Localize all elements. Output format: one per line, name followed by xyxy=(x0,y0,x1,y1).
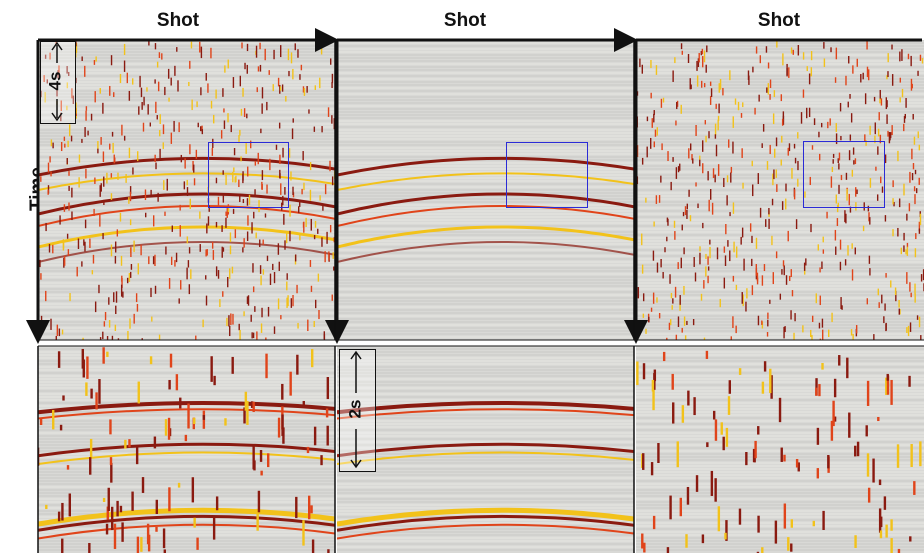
scale-bar-4s xyxy=(40,41,76,124)
panel-top-denoised xyxy=(337,40,634,340)
zoom-box-2 xyxy=(506,142,588,208)
panel-bottom-noise-zoom xyxy=(636,346,924,553)
column-title-2: Shot xyxy=(443,10,487,31)
panel-top-original xyxy=(38,40,335,340)
panel-top-noise xyxy=(636,40,924,340)
panel-bottom-denoised-zoom xyxy=(337,346,634,553)
zoom-box-1 xyxy=(208,142,289,208)
zoom-box-3 xyxy=(803,141,885,208)
scale-arrows-2s xyxy=(350,350,362,469)
panel-bottom-original-zoom xyxy=(38,346,335,553)
scale-arrows-4s xyxy=(51,41,63,122)
scale-bar-2s xyxy=(339,349,376,472)
scale-label-4s: 4s xyxy=(45,71,65,91)
column-title-3: Shot xyxy=(757,10,801,31)
column-title-1: Shot xyxy=(156,10,200,31)
scale-label-2s: 2s xyxy=(345,399,365,419)
